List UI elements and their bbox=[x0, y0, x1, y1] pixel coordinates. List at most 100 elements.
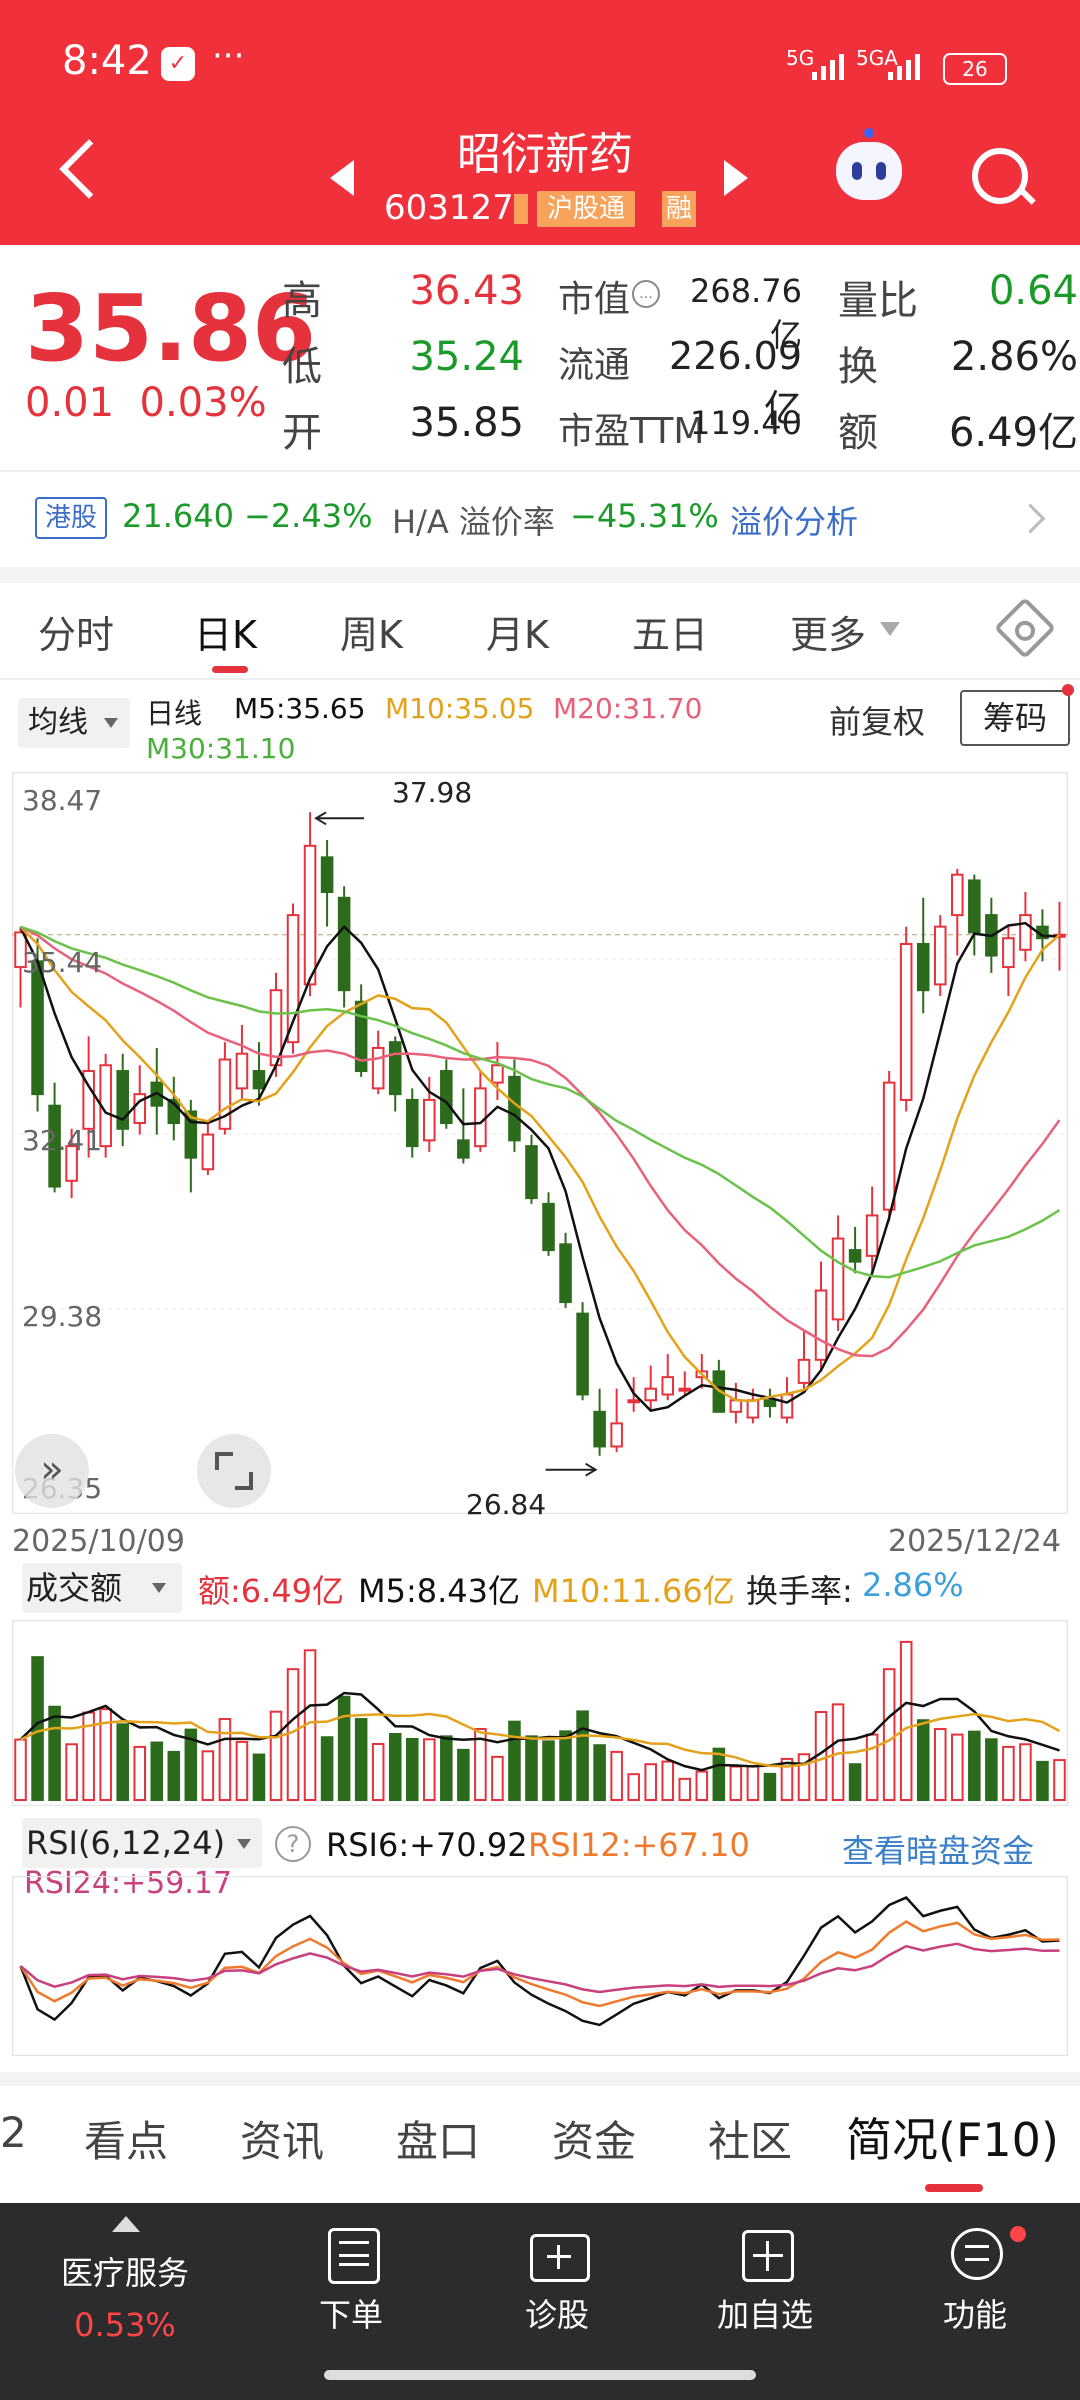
caret-down-icon bbox=[880, 622, 900, 636]
order-label[interactable]: 下单 bbox=[318, 2296, 383, 2334]
tab-monthly-k[interactable]: 月K bbox=[486, 613, 549, 657]
settings-icon[interactable] bbox=[993, 596, 1057, 660]
tab-news[interactable]: 资讯 bbox=[240, 2117, 325, 2166]
volume-bar-down bbox=[457, 1748, 470, 1802]
chip-distribution-button[interactable]: 筹码 bbox=[960, 690, 1070, 746]
tab-orderbook[interactable]: 盘口 bbox=[396, 2117, 481, 2166]
back-button[interactable] bbox=[59, 139, 119, 199]
home-indicator bbox=[324, 2370, 756, 2380]
change-amount: 0.01 bbox=[25, 380, 115, 426]
volume-bar-up bbox=[235, 1740, 249, 1802]
volume-bar-down bbox=[116, 1723, 129, 1801]
premium-analysis-link[interactable]: 溢价分析 bbox=[730, 503, 859, 541]
candle-up bbox=[423, 1098, 436, 1142]
add-watchlist-label[interactable]: 加自选 bbox=[716, 2296, 813, 2334]
tab-highlights[interactable]: 看点 bbox=[84, 2117, 169, 2166]
high-value: 36.43 bbox=[409, 268, 524, 314]
candle-up bbox=[882, 1081, 896, 1211]
add-watchlist-icon[interactable] bbox=[742, 2230, 794, 2282]
signal-icon bbox=[812, 50, 852, 80]
volume-bar-up bbox=[269, 1710, 283, 1801]
high-mark-label: 37.98 bbox=[392, 776, 473, 809]
ai-assistant-icon[interactable] bbox=[836, 128, 902, 200]
function-label[interactable]: 功能 bbox=[942, 2296, 1007, 2334]
badge-hgt[interactable]: 沪股通 bbox=[537, 191, 636, 227]
volume-bar-up bbox=[661, 1760, 675, 1801]
help-icon[interactable]: ? bbox=[275, 1826, 311, 1862]
candle-down bbox=[440, 1070, 453, 1125]
date-end: 2025/12/24 bbox=[888, 1524, 1061, 1559]
volume-bar-down bbox=[985, 1738, 998, 1801]
candle-down bbox=[576, 1312, 589, 1396]
hk-share-row[interactable] bbox=[0, 470, 1080, 567]
tab-more[interactable]: 更多 bbox=[790, 613, 867, 657]
diagnose-icon[interactable] bbox=[530, 2234, 590, 2282]
candle-down bbox=[525, 1145, 538, 1200]
volume-bar-up bbox=[1019, 1743, 1032, 1802]
rsi-indicator-select[interactable]: RSI(6,12,24) bbox=[22, 1818, 262, 1868]
volume-bar-up bbox=[678, 1777, 692, 1802]
ma10-label: M10:35.05 bbox=[385, 692, 535, 725]
tab-intraday[interactable]: 分时 bbox=[38, 613, 115, 657]
price-change: 0.01 0.03% bbox=[25, 380, 267, 426]
volume-bar-up bbox=[729, 1765, 743, 1802]
candle-up bbox=[729, 1399, 743, 1413]
caret-down-icon bbox=[152, 1583, 166, 1593]
order-icon[interactable] bbox=[328, 2228, 380, 2284]
fullscreen-icon[interactable] bbox=[197, 1434, 271, 1508]
turnover-rate-value: 2.86% bbox=[862, 1566, 964, 1604]
tab-partial[interactable]: 2 bbox=[0, 2108, 27, 2157]
badge-partial bbox=[514, 194, 528, 224]
candle-up bbox=[201, 1133, 215, 1171]
next-stock-button[interactable] bbox=[724, 160, 748, 196]
low-marker-arrowhead bbox=[585, 1462, 598, 1477]
candle-up bbox=[65, 1145, 78, 1182]
rsi-chart[interactable] bbox=[12, 1876, 1068, 2056]
tab-five-day[interactable]: 五日 bbox=[632, 613, 709, 657]
volume-bar-down bbox=[1036, 1760, 1049, 1802]
expand-icon[interactable]: » bbox=[15, 1434, 89, 1508]
volume-bar-up bbox=[423, 1738, 436, 1801]
header-bar: 8:42 ✓ ··· 5G 5GA 26 昭衍新药 603127 沪股通 融 bbox=[0, 0, 1080, 245]
volume-chart[interactable] bbox=[12, 1620, 1068, 1806]
ma5-label: M5:35.65 bbox=[234, 692, 366, 725]
tab-weekly-k[interactable]: 周K bbox=[340, 613, 403, 657]
date-start: 2025/10/09 bbox=[12, 1524, 185, 1559]
chart-frame bbox=[12, 772, 1068, 1514]
search-icon[interactable] bbox=[972, 148, 1028, 204]
candle-down bbox=[508, 1075, 521, 1142]
volume-bar-down bbox=[763, 1772, 777, 1801]
volume-bar-up bbox=[286, 1668, 300, 1802]
info-icon[interactable]: … bbox=[632, 280, 660, 308]
ma20-line bbox=[19, 925, 1061, 1358]
prev-stock-button[interactable] bbox=[330, 160, 354, 196]
volratio-label: 量比 bbox=[838, 278, 918, 324]
candle-up bbox=[474, 1087, 487, 1148]
tab-daily-k[interactable]: 日K bbox=[194, 613, 257, 657]
tab-profile-f10[interactable]: 简况(F10) bbox=[846, 2113, 1059, 2167]
divider bbox=[0, 678, 1080, 680]
volume-bar-down bbox=[712, 1747, 726, 1802]
volume-m10-label: M10:11.66亿 bbox=[532, 1572, 735, 1610]
notification-dot bbox=[1010, 2226, 1026, 2242]
volratio-value: 0.64 bbox=[988, 268, 1078, 314]
menu-icon[interactable] bbox=[951, 2228, 1003, 2280]
candle-down bbox=[116, 1070, 129, 1130]
ha-premium-value: −45.31% bbox=[570, 497, 719, 535]
badge-margin[interactable]: 融 bbox=[662, 191, 696, 227]
adjust-mode-label[interactable]: 前复权 bbox=[829, 703, 926, 741]
dark-pool-link[interactable]: 查看暗盘资金 bbox=[842, 1832, 1035, 1870]
candle-down bbox=[593, 1410, 606, 1448]
candle-up bbox=[780, 1393, 794, 1419]
diagnose-label[interactable]: 诊股 bbox=[524, 2296, 589, 2334]
volume-bar-up bbox=[371, 1742, 385, 1802]
ma30-line bbox=[20, 925, 1061, 1279]
active-tab-indicator bbox=[212, 666, 248, 673]
volume-bar-down bbox=[184, 1728, 198, 1801]
candle-up bbox=[746, 1399, 760, 1419]
tab-community[interactable]: 社区 bbox=[708, 2117, 793, 2166]
tab-funds[interactable]: 资金 bbox=[552, 2117, 637, 2166]
battery-icon: 26 bbox=[943, 53, 1007, 85]
candlestick-chart[interactable] bbox=[12, 772, 1068, 1514]
sector-name[interactable]: 医疗服务 bbox=[60, 2254, 189, 2292]
